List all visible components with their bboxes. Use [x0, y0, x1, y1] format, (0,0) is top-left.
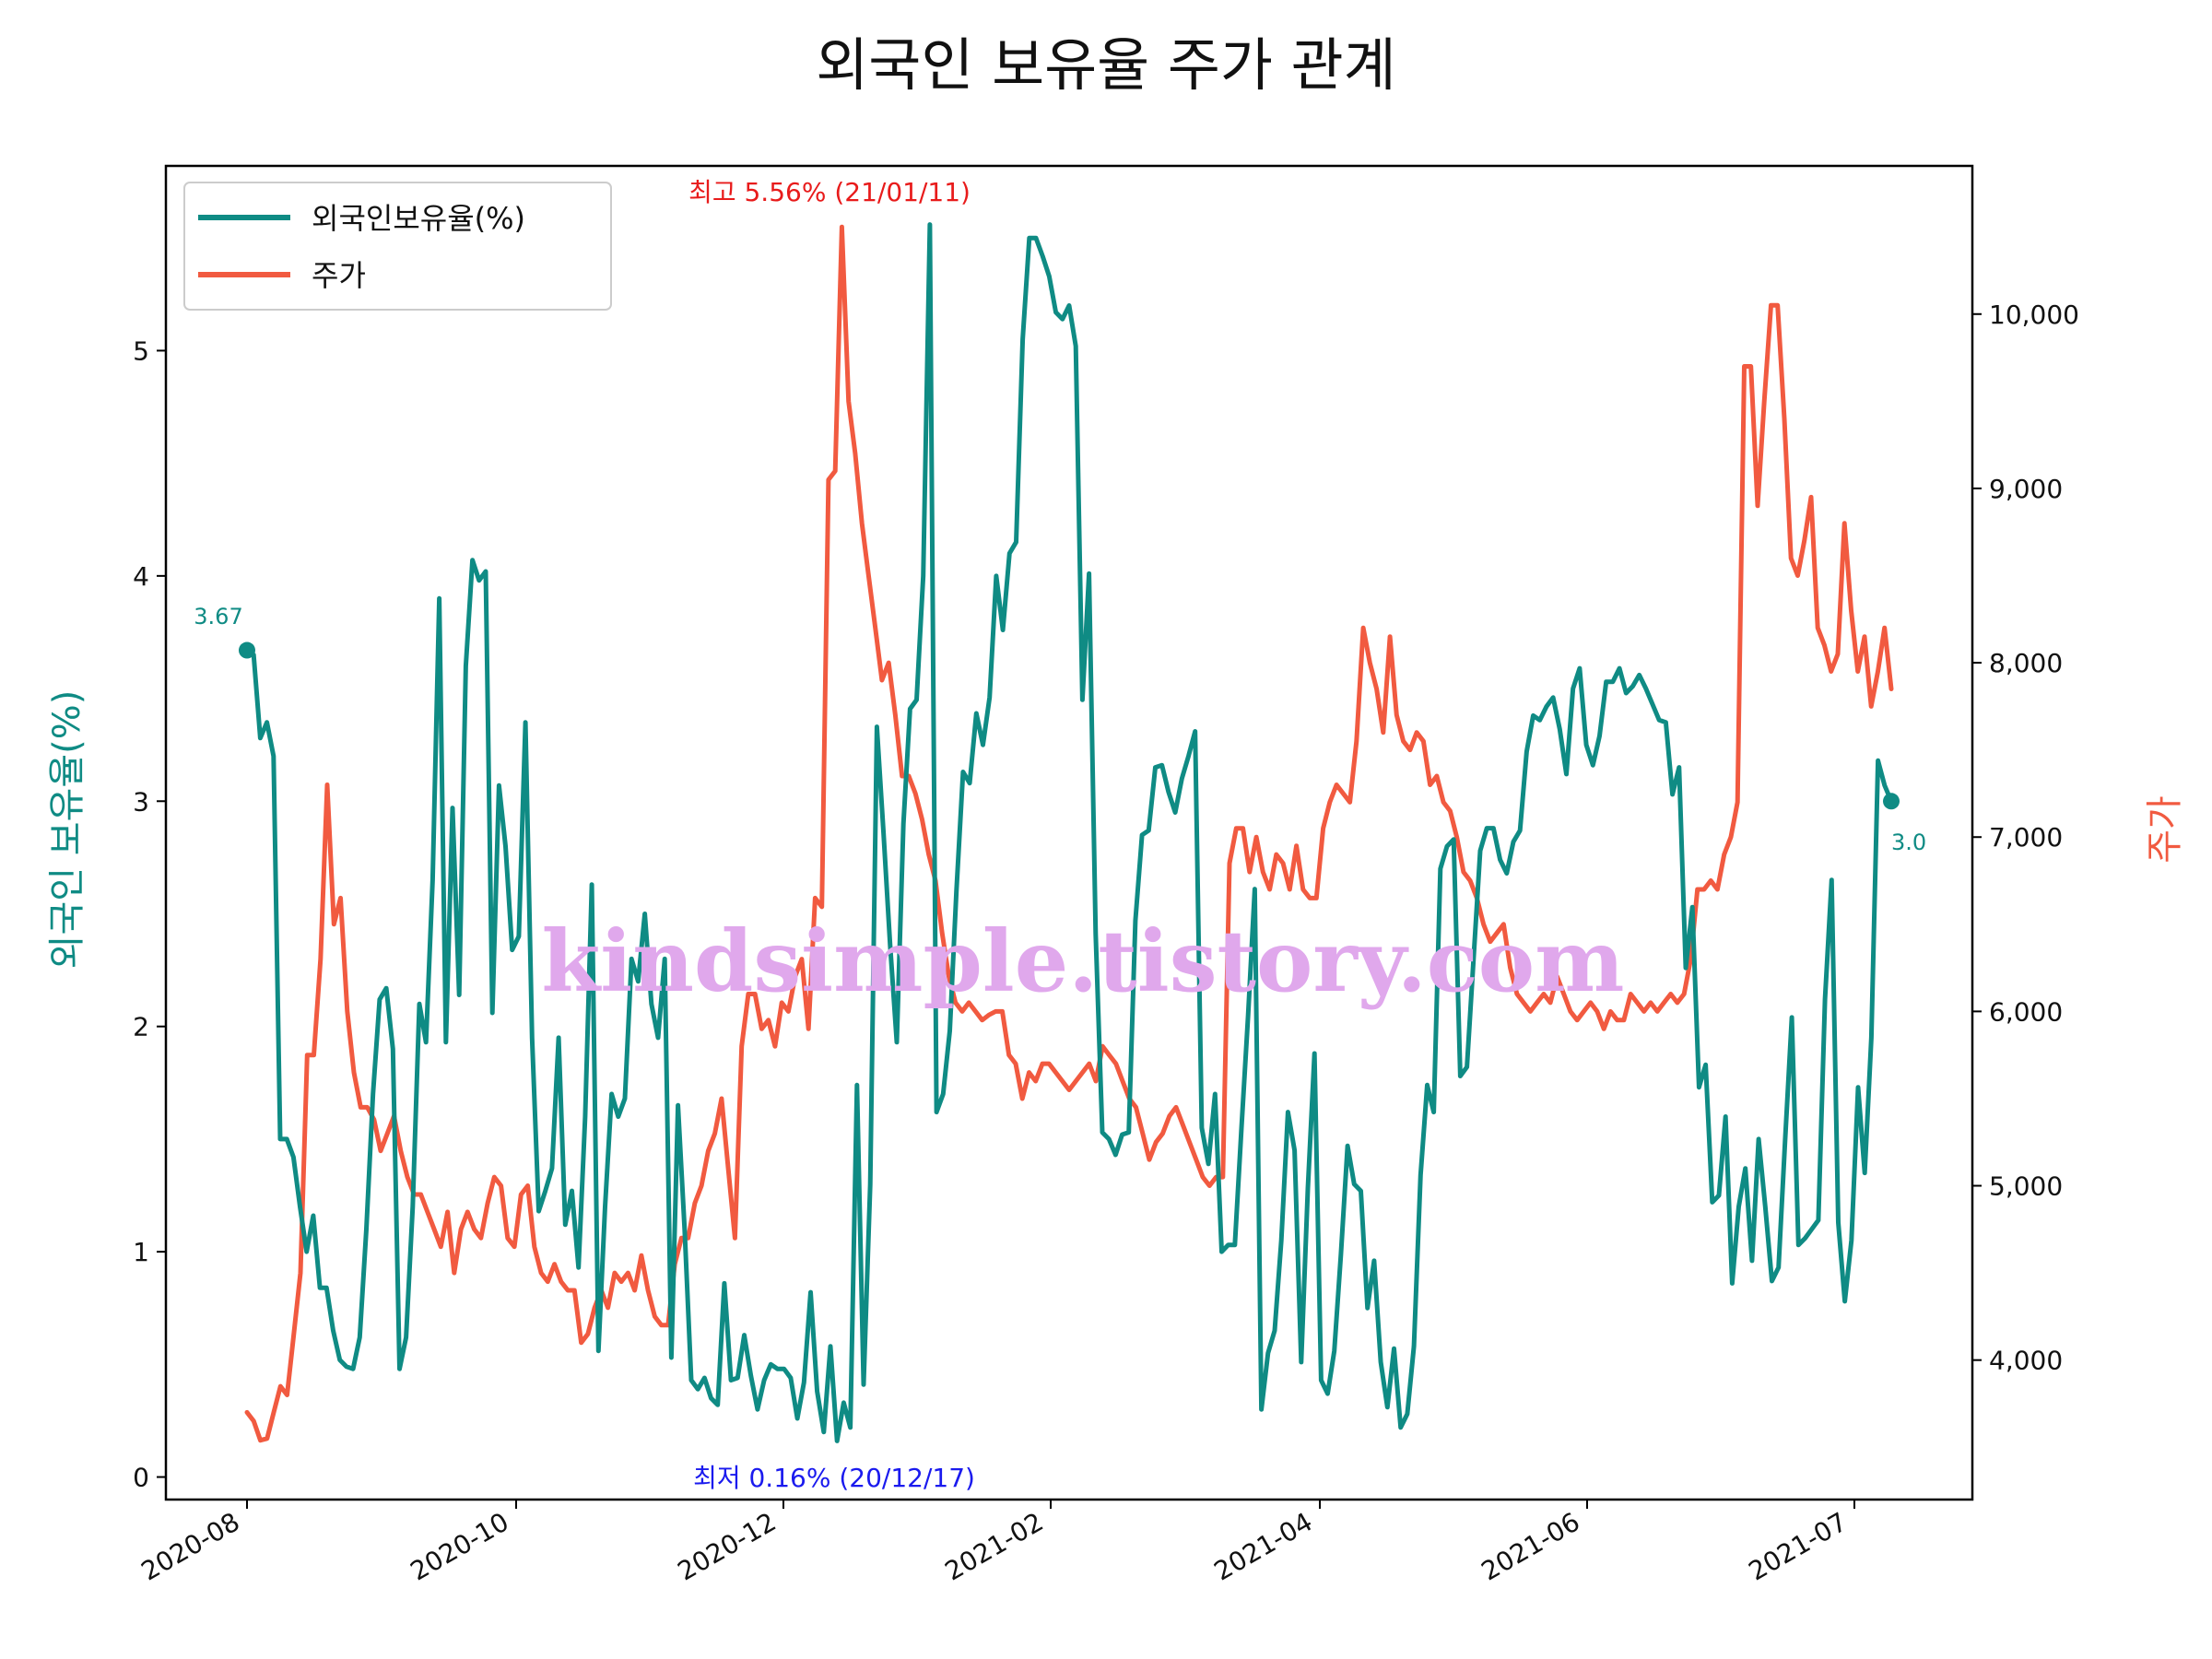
series-layer: [239, 222, 1900, 1443]
left-axis-ticks: 0 1 2 3 4 5: [133, 335, 166, 1493]
right-tick-label: 5,000: [1989, 1171, 2063, 1202]
left-tick-label: 2: [133, 1012, 149, 1042]
left-tick-label: 0: [133, 1463, 149, 1493]
x-tick-label: 2021-04: [1209, 1506, 1318, 1586]
min-annotation: 최저 0.16% (20/12/17): [693, 1463, 975, 1493]
max-annotation: 최고 5.56% (21/01/11): [688, 177, 971, 207]
left-tick-label: 4: [133, 561, 149, 592]
watermark: kindsimple.tistory.com: [541, 912, 1624, 1011]
price-line: [244, 224, 1894, 1443]
start-value-label: 3.67: [194, 604, 242, 629]
legend-label-price: 주가: [312, 258, 366, 293]
y-axis-right-label: 주가: [2144, 795, 2186, 864]
right-axis-ticks: 4,000 5,000 6,000 7,000 8,000 9,000 10,000: [1972, 300, 2079, 1376]
x-tick-label: 2021-02: [940, 1506, 1049, 1586]
right-tick-label: 8,000: [1989, 648, 2063, 678]
right-tick-label: 9,000: [1989, 474, 2063, 504]
chart-title: 외국인 보유율 주가 관계: [816, 31, 1396, 99]
legend-box: [183, 182, 612, 311]
left-tick-label: 3: [133, 786, 149, 817]
left-tick-label: 1: [133, 1237, 149, 1267]
right-tick-label: 7,000: [1989, 822, 2063, 853]
right-tick-label: 4,000: [1989, 1346, 2063, 1376]
x-axis-ticks: 2020-08 2020-10 2020-12 2021-02 2021-04 2021-…: [136, 1500, 1855, 1587]
start-point-marker: [239, 641, 255, 659]
right-tick-label: 6,000: [1989, 996, 2063, 1027]
y-axis-left-label: 외국인 보유율(%): [46, 690, 88, 970]
x-tick-label: 2021-06: [1477, 1506, 1585, 1586]
foreign-ratio-line: [244, 222, 1894, 1443]
x-tick-label: 2020-08: [136, 1506, 245, 1586]
left-tick-label: 5: [133, 335, 149, 366]
legend-label-foreign-ratio: 외국인보유율(%): [312, 201, 525, 236]
end-point-marker: [1883, 793, 1900, 810]
right-tick-label: 10,000: [1989, 300, 2079, 330]
legend: 외국인보유율(%) 주가: [183, 182, 612, 311]
x-tick-label: 2021-07: [1744, 1506, 1853, 1586]
x-tick-label: 2020-12: [673, 1506, 782, 1586]
end-value-label: 3.0: [1891, 830, 1926, 855]
axes-frame: [164, 164, 1974, 1501]
x-tick-label: 2020-10: [406, 1506, 514, 1586]
